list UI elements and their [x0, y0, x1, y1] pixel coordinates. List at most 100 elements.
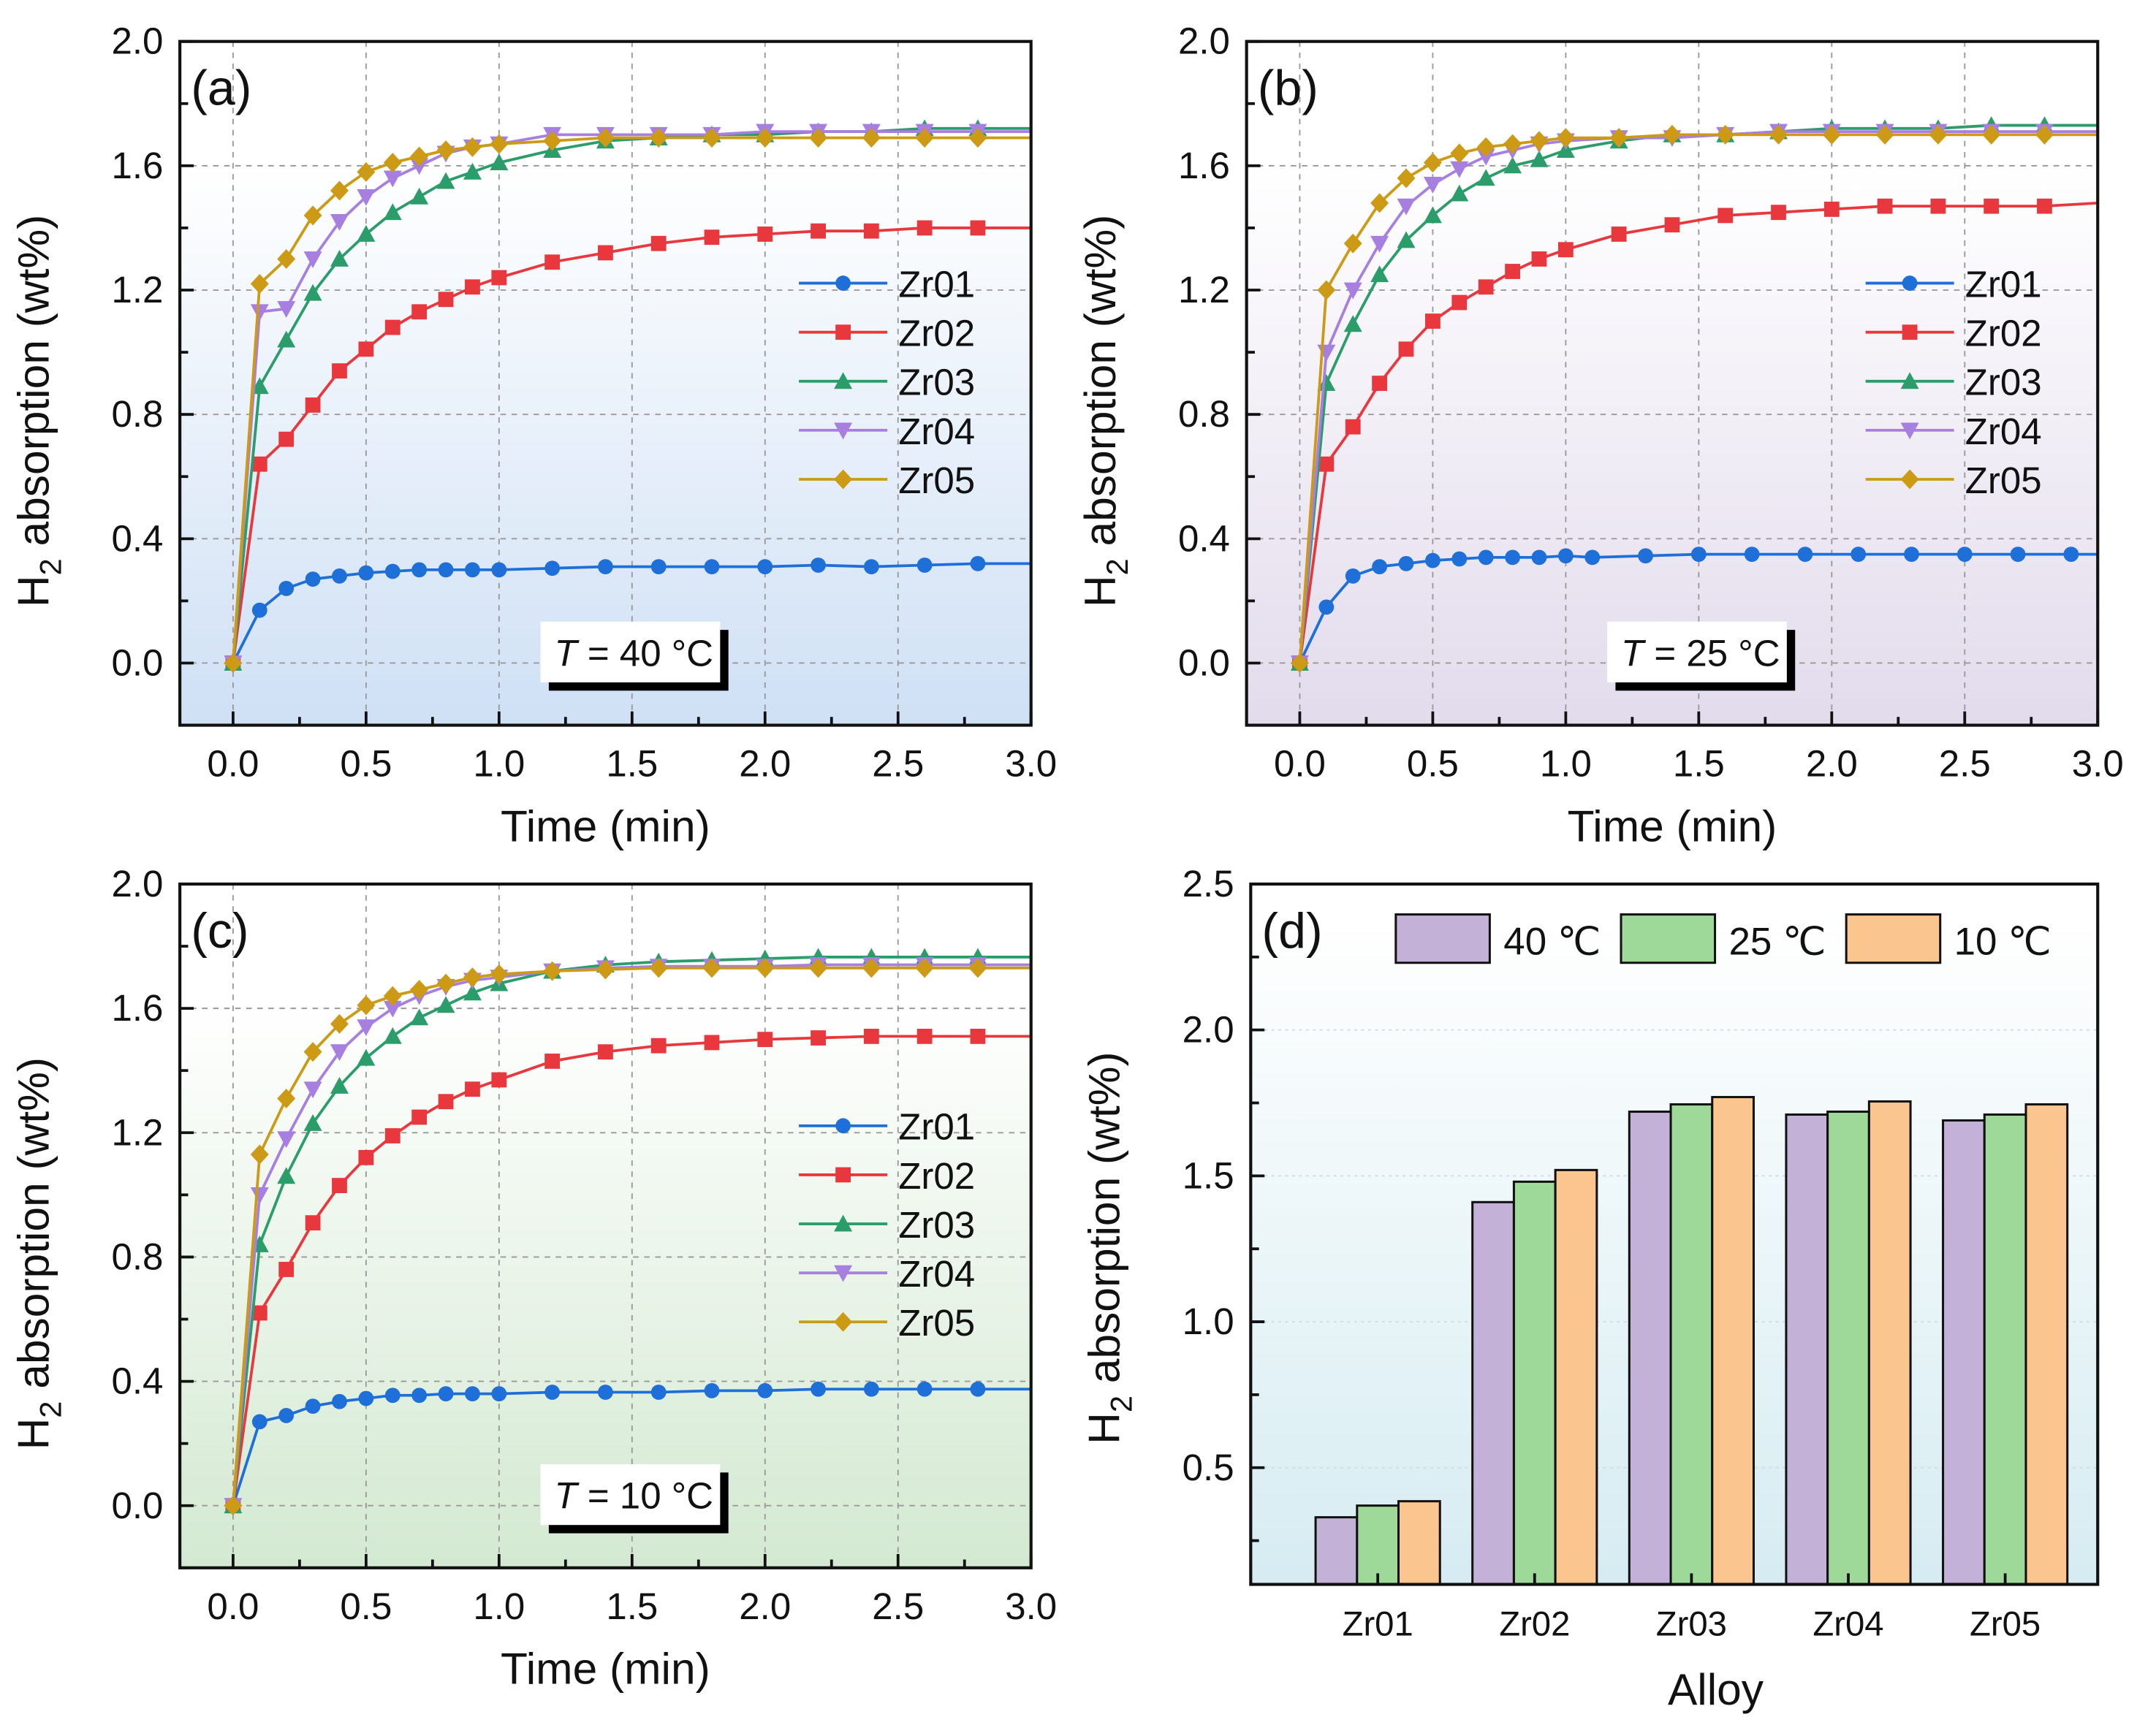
data-point-Zr01 [332, 568, 347, 584]
x-tick-label: 1.5 [1673, 743, 1725, 785]
data-point-Zr01 [970, 1381, 986, 1397]
annotation-variable: T [1621, 632, 1647, 674]
data-point-Zr02 [384, 1128, 401, 1143]
data-point-Zr02 [305, 397, 321, 413]
bar-Zr02-40 [1471, 1200, 1515, 1586]
data-point-Zr01 [251, 602, 267, 618]
data-point-Zr02 [278, 431, 295, 447]
x-tick-label: 1.0 [473, 743, 525, 785]
data-point-Zr02 [1425, 313, 1441, 329]
data-point-Zr02 [863, 1029, 879, 1044]
data-point-Zr02 [491, 270, 507, 286]
x-tick-label: 0.5 [340, 743, 392, 785]
bar-Zr01-25 [1356, 1504, 1400, 1586]
data-point-Zr03 [303, 283, 322, 301]
data-point-Zr05 [463, 967, 482, 988]
y-tick-label: 1.0 [1183, 1301, 1234, 1342]
data-point-Zr01 [1904, 547, 1919, 562]
data-point-Zr02 [1451, 294, 1468, 311]
data-point-Zr05 [756, 128, 775, 148]
x-tick-label: 2.0 [739, 743, 791, 785]
data-point-Zr01 [704, 1382, 720, 1398]
annotation-value: = 25 °C [1644, 632, 1780, 674]
plot-background [180, 883, 1031, 1568]
data-point-Zr01 [1851, 547, 1867, 562]
data-point-Zr02 [1823, 202, 1840, 217]
data-point-Zr05 [1609, 128, 1628, 148]
data-point-Zr01 [305, 1398, 321, 1415]
data-point-Zr05 [1397, 168, 1416, 189]
data-point-Zr05 [410, 146, 429, 167]
panel-label: (d) [1261, 903, 1322, 959]
x-tick-label: 3.0 [1005, 743, 1057, 785]
series-Zr05 [224, 128, 1031, 673]
legend-label: Zr05 [898, 460, 975, 501]
data-point-Zr02 [1398, 341, 1414, 357]
x-tick-label: 2.5 [872, 743, 924, 785]
data-point-Zr02 [1771, 205, 1786, 221]
data-point-Zr02 [1557, 242, 1574, 258]
y-axis-title: H2 absorption (wt%) [1079, 1051, 1139, 1444]
panel-d: Zr01 Zr02 Zr03 Zr04 Zr05 0.5 1.0 1.5 2.0 2.5 Alloy… [1079, 863, 2100, 1714]
bar-Zr03-25 [1669, 1103, 1714, 1586]
legend-marker-Zr02 [835, 1167, 851, 1183]
plot-frame [178, 882, 1033, 1569]
y-tick-label: 2.5 [1183, 863, 1234, 905]
data-point-Zr01 [1584, 549, 1601, 566]
bar-Zr02-25 [1512, 1180, 1557, 1586]
data-point-Zr03 [1503, 156, 1522, 174]
legend-label: Zr01 [1965, 263, 2042, 305]
data-point-Zr01 [411, 562, 428, 578]
data-point-Zr03 [330, 250, 349, 267]
x-tick-label: 0.0 [1274, 743, 1326, 785]
data-point-Zr02 [1930, 198, 1946, 214]
y-axis-title: H2 absorption (wt%) [9, 215, 68, 607]
data-point-Zr01 [1398, 555, 1414, 571]
data-point-Zr02 [278, 1262, 295, 1277]
data-point-Zr03 [436, 172, 455, 189]
legend-swatch [1845, 913, 1942, 964]
y-axis-title-main: H [1075, 575, 1125, 607]
data-point-Zr02 [598, 1044, 613, 1060]
data-point-Zr02 [1877, 198, 1893, 214]
annotation-value: = 40 °C [577, 632, 713, 674]
data-point-Zr02 [544, 254, 561, 270]
data-point-Zr05 [649, 128, 668, 148]
legend: Zr01 Zr02 Zr03 Zr04 Zr05 [1865, 263, 2042, 501]
y-axis-title-subscript: 2 [34, 558, 68, 575]
data-point-Zr01 [916, 1381, 933, 1397]
y-tick-label: 0.0 [1178, 642, 1230, 683]
legend: Zr01 Zr02 Zr03 Zr04 Zr05 [799, 263, 975, 501]
bar-Zr03-40 [1628, 1110, 1672, 1586]
data-point-Zr04 [303, 1081, 322, 1099]
data-point-Zr04 [250, 1187, 269, 1204]
data-point-Zr01 [1557, 548, 1574, 564]
x-tick-label: 3.0 [2072, 743, 2124, 785]
data-point-Zr05 [490, 134, 509, 154]
panel-a: 0.0 0.5 1.0 1.5 2.0 2.5 3.0 0.0 0.4 0.8 1.2 1.6 2.0 T… [9, 20, 1058, 851]
y-tick-label: 1.5 [1183, 1154, 1234, 1196]
data-point-Zr01 [358, 565, 374, 581]
data-point-Zr04 [1423, 176, 1442, 194]
data-point-Zr01 [1425, 552, 1441, 568]
y-tick-label: 0.4 [111, 1360, 163, 1402]
data-point-Zr02 [2037, 198, 2052, 214]
data-point-Zr03 [1530, 150, 1549, 167]
y-tick-label: 1.6 [111, 987, 163, 1029]
data-point-Zr02 [1611, 226, 1627, 242]
data-point-Zr05 [1503, 134, 1522, 154]
legend-marker-Zr03 [1900, 372, 1919, 389]
legend-label: Zr05 [1965, 460, 2042, 501]
data-point-Zr05 [357, 161, 376, 182]
data-point-Zr03 [1397, 231, 1416, 248]
panel-c: 0.0 0.5 1.0 1.5 2.0 2.5 3.0 0.0 0.4 0.8 1.2 1.6 2.0 T… [9, 863, 1058, 1694]
data-point-Zr01 [1318, 599, 1335, 615]
data-point-Zr01 [863, 1381, 879, 1397]
x-tick-label: 0.0 [207, 743, 259, 785]
data-point-Zr02 [411, 1109, 428, 1125]
data-point-Zr01 [650, 559, 667, 575]
annotation-text: T = 10 °C [554, 1475, 713, 1517]
plot-background [180, 41, 1031, 726]
data-point-Zr02 [757, 226, 773, 242]
data-point-Zr01 [358, 1390, 374, 1406]
